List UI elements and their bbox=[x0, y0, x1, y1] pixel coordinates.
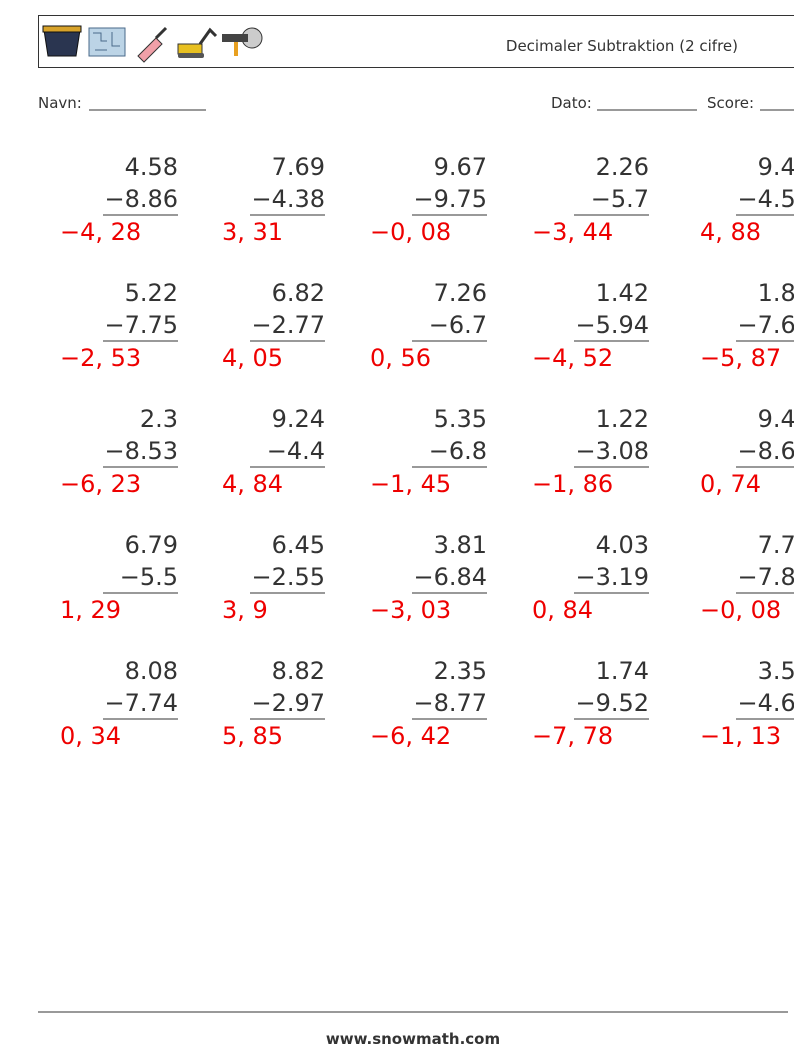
subtrahend: −2.97 bbox=[251, 689, 325, 717]
answer: −1, 13 bbox=[700, 722, 781, 750]
subtrahend: −6.8 bbox=[429, 437, 487, 465]
minuend: 6.79 bbox=[125, 531, 178, 559]
minuend: 8.82 bbox=[272, 657, 325, 685]
title: Decimaler Subtraktion (2 cifre) bbox=[506, 37, 738, 55]
minuend: 9.41 bbox=[758, 405, 794, 433]
answer: −6, 42 bbox=[370, 722, 451, 750]
minuend: 2.26 bbox=[596, 153, 649, 181]
subtrahend: −9.75 bbox=[413, 185, 487, 213]
subtrahend: −4.38 bbox=[251, 185, 325, 213]
answer: 4, 88 bbox=[700, 218, 761, 246]
name-label: Navn: bbox=[38, 94, 82, 112]
icons bbox=[43, 26, 262, 62]
subtrahend: −3.08 bbox=[575, 437, 649, 465]
subtrahend: −8.86 bbox=[104, 185, 178, 213]
subtrahend: −5.94 bbox=[575, 311, 649, 339]
minuend: 6.82 bbox=[272, 279, 325, 307]
minuend: 8.08 bbox=[125, 657, 178, 685]
answer: 5, 85 bbox=[222, 722, 283, 750]
subtrahend: −7.75 bbox=[104, 311, 178, 339]
answer: 0, 84 bbox=[532, 596, 593, 624]
minuend: 3.81 bbox=[434, 531, 487, 559]
subtrahend: −2.55 bbox=[251, 563, 325, 591]
subtrahend: −7.74 bbox=[104, 689, 178, 717]
minuend: 7.76 bbox=[758, 531, 794, 559]
subtrahend: −6.84 bbox=[413, 563, 487, 591]
subtrahend: −7.84 bbox=[737, 563, 794, 591]
minuend: 1.42 bbox=[596, 279, 649, 307]
subtrahend: −8.77 bbox=[413, 689, 487, 717]
footer-url: www.snowmath.com bbox=[326, 1030, 500, 1048]
subtrahend: −4.4 bbox=[267, 437, 325, 465]
answer: −1, 45 bbox=[370, 470, 451, 498]
answer: 0, 34 bbox=[60, 722, 121, 750]
answer: 4, 05 bbox=[222, 344, 283, 372]
answer: 0, 56 bbox=[370, 344, 431, 372]
minuend: 9.42 bbox=[758, 153, 794, 181]
subtrahend: −2.77 bbox=[251, 311, 325, 339]
minuend: 6.45 bbox=[272, 531, 325, 559]
date-label: Dato: bbox=[551, 94, 592, 112]
answer: −3, 44 bbox=[532, 218, 613, 246]
minuend: 4.58 bbox=[125, 153, 178, 181]
score-label: Score: bbox=[707, 94, 754, 112]
subtrahend: −4.65 bbox=[737, 689, 794, 717]
minuend: 1.74 bbox=[596, 657, 649, 685]
answer: 0, 74 bbox=[700, 470, 761, 498]
subtrahend: −8.53 bbox=[104, 437, 178, 465]
minuend: 2.35 bbox=[434, 657, 487, 685]
answer: −1, 86 bbox=[532, 470, 613, 498]
minuend: 1.81 bbox=[758, 279, 794, 307]
answer: −4, 28 bbox=[60, 218, 141, 246]
minuend: 2.3 bbox=[140, 405, 178, 433]
minuend: 4.03 bbox=[596, 531, 649, 559]
minuend: 9.24 bbox=[272, 405, 325, 433]
minuend: 9.67 bbox=[434, 153, 487, 181]
answer: −6, 23 bbox=[60, 470, 141, 498]
subtrahend: −8.67 bbox=[737, 437, 794, 465]
answer: −0, 08 bbox=[370, 218, 451, 246]
answer: 3, 9 bbox=[222, 596, 268, 624]
answer: 3, 31 bbox=[222, 218, 283, 246]
answer: 1, 29 bbox=[60, 596, 121, 624]
subtrahend: −5.5 bbox=[120, 563, 178, 591]
answer: −5, 87 bbox=[700, 344, 781, 372]
answer: −4, 52 bbox=[532, 344, 613, 372]
minuend: 1.22 bbox=[596, 405, 649, 433]
answer: −7, 78 bbox=[532, 722, 613, 750]
answer: 4, 84 bbox=[222, 470, 283, 498]
answer: −0, 08 bbox=[700, 596, 781, 624]
subtrahend: −9.52 bbox=[575, 689, 649, 717]
minuend: 7.69 bbox=[272, 153, 325, 181]
minuend: 7.26 bbox=[434, 279, 487, 307]
answer: −3, 03 bbox=[370, 596, 451, 624]
subtrahend: −4.54 bbox=[737, 185, 794, 213]
subtrahend: −6.7 bbox=[429, 311, 487, 339]
subtrahend: −5.7 bbox=[591, 185, 649, 213]
subtrahend: −3.19 bbox=[575, 563, 649, 591]
minuend: 5.22 bbox=[125, 279, 178, 307]
subtrahend: −7.68 bbox=[737, 311, 794, 339]
minuend: 3.52 bbox=[758, 657, 794, 685]
answer: −2, 53 bbox=[60, 344, 141, 372]
minuend: 5.35 bbox=[434, 405, 487, 433]
